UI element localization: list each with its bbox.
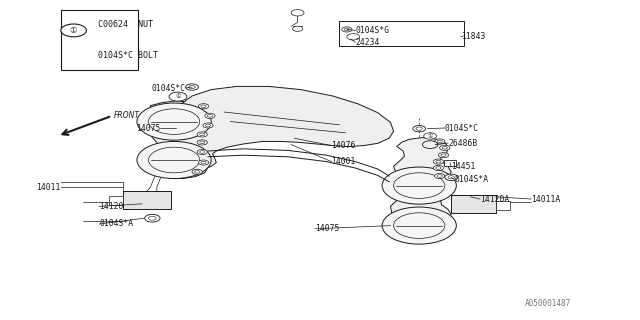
Circle shape [137, 141, 211, 179]
Circle shape [145, 214, 160, 222]
Bar [61, 10, 138, 70]
Text: 0104S*A: 0104S*A [99, 220, 133, 228]
Text: ①: ① [428, 133, 433, 139]
Polygon shape [390, 180, 451, 224]
Circle shape [437, 175, 442, 177]
Circle shape [197, 140, 207, 145]
Circle shape [441, 154, 446, 156]
Circle shape [416, 127, 422, 130]
Circle shape [413, 125, 426, 132]
Bar [451, 195, 496, 213]
Text: 0104S*A: 0104S*A [454, 175, 488, 184]
Text: 14120: 14120 [99, 202, 124, 211]
Circle shape [186, 84, 198, 90]
Text: 14011A: 14011A [531, 195, 561, 204]
Circle shape [424, 133, 436, 139]
Text: 0104S*C: 0104S*C [445, 124, 479, 132]
Circle shape [382, 167, 456, 204]
Circle shape [342, 27, 352, 32]
Bar [123, 191, 171, 209]
Circle shape [435, 173, 445, 179]
Circle shape [436, 160, 441, 163]
Text: 14076: 14076 [332, 141, 356, 150]
Circle shape [344, 28, 349, 31]
Circle shape [448, 176, 454, 179]
Circle shape [137, 103, 211, 140]
Circle shape [148, 216, 156, 220]
Bar [496, 201, 510, 210]
Circle shape [148, 109, 200, 134]
Circle shape [445, 174, 458, 180]
Circle shape [61, 24, 86, 37]
Bar [444, 160, 456, 166]
Circle shape [382, 207, 456, 244]
Text: 11843: 11843 [461, 32, 485, 41]
Circle shape [347, 34, 360, 40]
Text: 14075: 14075 [315, 224, 339, 233]
Text: 24234: 24234 [355, 38, 380, 47]
Circle shape [198, 160, 209, 165]
Text: ①: ① [175, 94, 180, 99]
Polygon shape [172, 86, 394, 170]
Circle shape [200, 141, 205, 144]
Circle shape [438, 153, 449, 158]
Circle shape [422, 141, 438, 148]
Bar [339, 21, 464, 46]
Circle shape [292, 26, 303, 31]
Text: 14075: 14075 [136, 124, 160, 132]
Text: A050001487: A050001487 [525, 299, 571, 308]
Polygon shape [394, 138, 451, 182]
Bar [109, 196, 123, 205]
Circle shape [394, 173, 445, 198]
Text: FRONT: FRONT [114, 111, 140, 120]
Text: 0104S*C: 0104S*C [152, 84, 186, 92]
Text: 14120A: 14120A [480, 195, 509, 204]
Circle shape [200, 151, 205, 153]
Circle shape [205, 113, 215, 118]
Circle shape [435, 139, 445, 144]
Circle shape [197, 149, 207, 155]
Circle shape [198, 104, 209, 109]
Text: 26486B: 26486B [448, 139, 477, 148]
Circle shape [442, 147, 447, 149]
Circle shape [437, 140, 442, 143]
Circle shape [433, 159, 444, 164]
Circle shape [440, 145, 450, 150]
Text: C00624  NUT: C00624 NUT [98, 20, 153, 29]
Circle shape [207, 115, 212, 117]
Text: 14451: 14451 [451, 162, 476, 171]
Circle shape [189, 85, 195, 89]
Text: 0104S*G: 0104S*G [355, 26, 389, 35]
Circle shape [394, 213, 445, 238]
Circle shape [201, 161, 206, 164]
Circle shape [148, 147, 200, 173]
Circle shape [197, 132, 207, 137]
Circle shape [203, 123, 213, 128]
Text: 14011: 14011 [36, 183, 61, 192]
Circle shape [433, 165, 444, 171]
Text: ①: ① [70, 26, 77, 35]
Circle shape [205, 124, 211, 127]
Polygon shape [147, 101, 216, 179]
Circle shape [291, 10, 304, 16]
Circle shape [169, 92, 187, 101]
Circle shape [436, 167, 441, 169]
Text: 14001: 14001 [332, 157, 356, 166]
Circle shape [195, 171, 200, 173]
Text: 0104S*C BOLT: 0104S*C BOLT [98, 51, 158, 60]
Circle shape [201, 105, 206, 108]
Circle shape [200, 133, 205, 136]
Circle shape [192, 169, 202, 174]
